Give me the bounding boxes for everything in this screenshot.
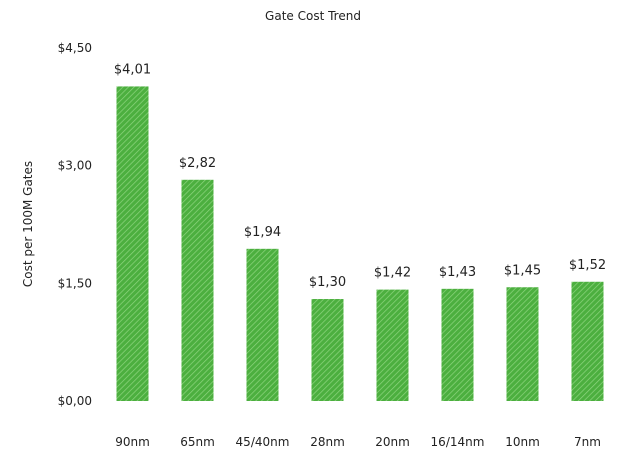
data-label: $1,45 (504, 263, 541, 278)
y-axis-label: Cost per 100M Gates (21, 161, 35, 287)
y-tick-label: $0,00 (58, 394, 92, 408)
x-tick-label: 45/40nm (236, 435, 290, 449)
bar-45-40nm (246, 248, 279, 401)
data-label: $4,01 (114, 62, 151, 77)
bar-7nm (571, 281, 604, 401)
x-tick-label: 90nm (115, 435, 150, 449)
data-label: $1,94 (244, 225, 281, 240)
bar-90nm (116, 86, 149, 401)
data-label: $1,42 (374, 266, 411, 281)
x-tick-label: 7nm (574, 435, 601, 449)
y-tick-label: $1,50 (58, 276, 92, 290)
bar-20nm (376, 289, 409, 401)
y-tick-label: $4,50 (58, 41, 92, 55)
bar-10nm (506, 287, 539, 401)
data-labels: $4,01 $2,82 $1,94 $1,30 $1,42 $1,43 $1,45 $1,52 (114, 62, 606, 290)
data-label: $2,82 (179, 156, 216, 171)
x-tick-label: 28nm (310, 435, 345, 449)
bar-65nm (181, 179, 214, 401)
chart-title: Gate Cost Trend (265, 9, 361, 23)
y-tick-label: $3,00 (58, 159, 92, 173)
y-axis-ticks: $0,00 $1,50 $3,00 $4,50 (58, 41, 92, 408)
bar-series (116, 86, 604, 401)
x-tick-label: 16/14nm (431, 435, 485, 449)
x-axis-ticks: 90nm 65nm 45/40nm 28nm 20nm 16/14nm 10nm 7nm (115, 435, 601, 449)
x-tick-label: 10nm (505, 435, 540, 449)
x-tick-label: 65nm (180, 435, 215, 449)
bar-16-14nm (441, 288, 474, 401)
bar-28nm (311, 299, 344, 401)
data-label: $1,52 (569, 258, 606, 273)
x-tick-label: 20nm (375, 435, 410, 449)
data-label: $1,43 (439, 265, 476, 280)
data-label: $1,30 (309, 275, 346, 290)
